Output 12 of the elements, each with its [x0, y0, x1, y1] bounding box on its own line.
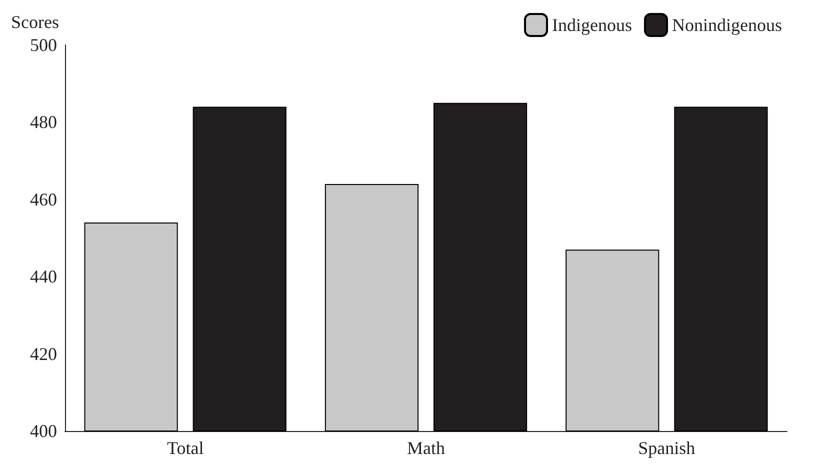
- y-axis-title: Scores: [11, 12, 59, 32]
- y-tick-label: 480: [30, 112, 57, 132]
- y-tick-label: 420: [30, 344, 57, 364]
- y-tick-label: 460: [30, 189, 57, 210]
- x-tick-label: Total: [166, 438, 204, 458]
- x-tick-label: Spanish: [638, 438, 696, 458]
- legend-label: Indigenous: [552, 15, 632, 35]
- y-tick-label: 440: [30, 266, 57, 287]
- y-tick-label: 500: [30, 35, 57, 55]
- legend-label: Nonindigenous: [672, 15, 782, 35]
- x-tick-label: Math: [407, 438, 445, 458]
- y-tick-label: 400: [30, 421, 57, 441]
